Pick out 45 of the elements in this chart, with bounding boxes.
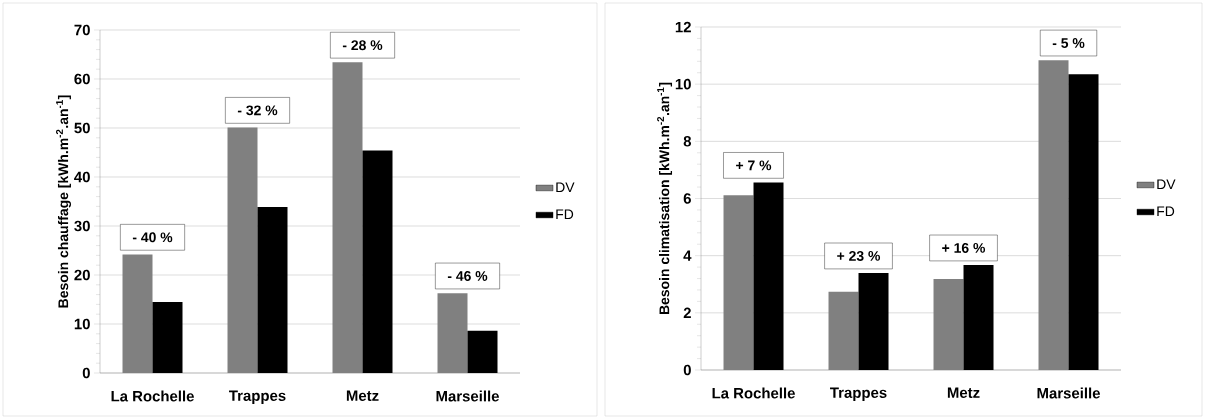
x-tick-label: Marseille [436, 390, 499, 402]
x-tick-label: Trappes [229, 390, 286, 404]
y-tick-label: 20 [74, 269, 90, 281]
y-tick-label: 0 [82, 367, 90, 379]
bar [467, 330, 498, 373]
y-tick-label: 40 [74, 171, 90, 183]
y-tick-label: 4 [683, 250, 692, 261]
legend-label: FD [1157, 206, 1175, 217]
x-tick-label: Metz [947, 387, 980, 398]
x-tick-label: La Rochelle [111, 390, 194, 402]
annotation: - 5 % [1052, 38, 1085, 48]
y-tick-label: 50 [74, 122, 90, 134]
bar [1068, 74, 1099, 370]
annotation: - 46 % [447, 271, 488, 281]
y-tick-label: 60 [74, 73, 90, 85]
x-tick-label: Trappes [830, 387, 887, 401]
bar [963, 265, 994, 370]
y-axis-title: Besoin climatisation [kWh.m$^{-2}$.an$^{-1}$] [657, 82, 673, 315]
y-tick-label: 70 [74, 24, 90, 36]
x-tick-label: La Rochelle [712, 387, 795, 399]
annotation: - 40 % [132, 232, 173, 243]
annotation: - 28 % [342, 40, 383, 51]
y-tick-label: 30 [74, 220, 90, 232]
y-tick-label: 8 [683, 136, 692, 147]
annotation: - 32 % [237, 105, 278, 116]
bar [257, 206, 288, 373]
y-tick-label: 10 [74, 318, 90, 330]
annotation: + 7 % [736, 160, 772, 171]
x-tick-label: Metz [346, 390, 379, 401]
y-tick-label: 0 [683, 364, 691, 376]
y-tick-label: 6 [683, 193, 691, 204]
bar [362, 150, 393, 373]
y-tick-label: 10 [675, 78, 691, 90]
y-tick-label: 2 [683, 307, 691, 319]
x-tick-label: Marseille [1037, 387, 1100, 399]
annotation: + 23 % [837, 250, 881, 261]
legend-label: DV [556, 182, 575, 193]
y-tick-label: 12 [675, 21, 691, 33]
legend-label: DV [1157, 179, 1176, 190]
annotation: + 16 % [942, 243, 986, 253]
bar [858, 273, 889, 370]
y-axis-title: Besoin chauffage [kWh.m$^{-2}$.an$^{-1}$] [56, 95, 72, 308]
bar [753, 182, 784, 370]
legend-label: FD [556, 209, 574, 220]
bar [152, 301, 183, 373]
